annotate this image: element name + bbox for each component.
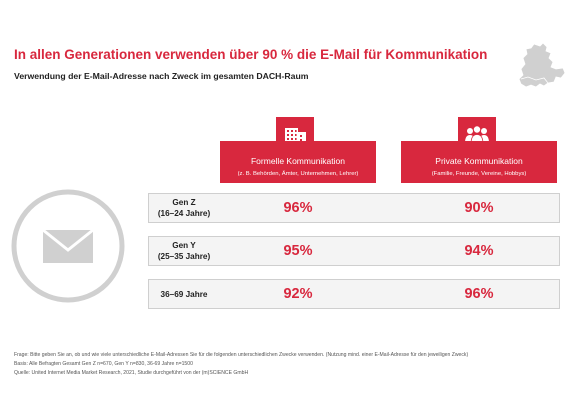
value-cell: 94% <box>464 243 494 259</box>
row-label: Gen Z (16–24 Jahre) <box>157 198 211 218</box>
footnote-question: Frage: Bitte geben Sie an, ob und wie vi… <box>14 352 469 358</box>
column-title: Private Kommunikation <box>435 156 523 166</box>
value-cell: 96% <box>283 200 313 216</box>
envelope-icon <box>11 189 125 303</box>
column-header-private: Private Kommunikation (Familie, Freunde,… <box>401 141 557 183</box>
column-subtitle: (Familie, Freunde, Vereine, Hobbys) <box>431 171 527 177</box>
page-title: In allen Generationen verwenden über 90 … <box>14 47 488 62</box>
table-row: Gen Z (16–24 Jahre) 96% 90% <box>148 193 560 223</box>
row-label: 36–69 Jahre <box>160 290 208 299</box>
page-subtitle: Verwendung der E-Mail-Adresse nach Zweck… <box>14 71 309 81</box>
value-cell: 90% <box>464 200 494 216</box>
value-cell: 92% <box>283 286 313 302</box>
table-row: 36–69 Jahre 92% 96% <box>148 279 560 309</box>
value-cell: 95% <box>283 243 313 259</box>
table-row: Gen Y (25–35 Jahre) 95% 94% <box>148 236 560 266</box>
footnote-source: Quelle: United Internet Media Market Res… <box>14 370 249 376</box>
footnote-base: Basis: Alle Befragten Gesamt Gen Z n=670… <box>14 361 193 367</box>
dach-map-icon <box>518 42 566 88</box>
value-cell: 96% <box>464 286 494 302</box>
row-label: Gen Y (25–35 Jahre) <box>157 241 211 261</box>
column-subtitle: (z. B. Behörden, Ämter, Unternehmen, Leh… <box>237 171 359 177</box>
column-header-formal: Formelle Kommunikation (z. B. Behörden, … <box>220 141 376 183</box>
column-title: Formelle Kommunikation <box>250 156 345 166</box>
